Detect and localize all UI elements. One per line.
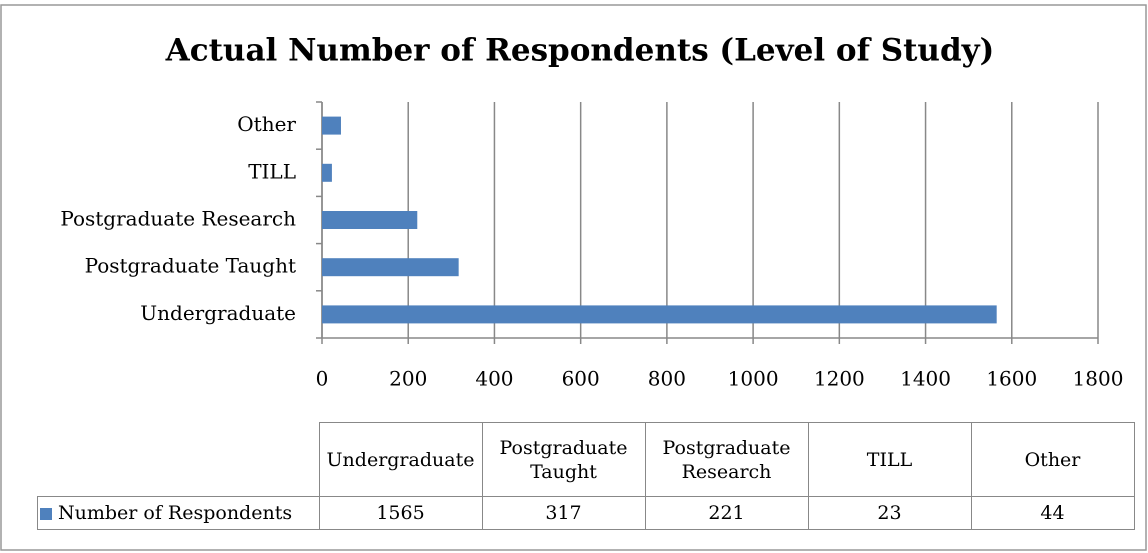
y-tick-label: TILL [248, 159, 296, 183]
legend-cell: Number of Respondents [37, 496, 320, 530]
x-tick-label: 1600 [986, 367, 1037, 391]
table-header-cell: Undergraduate [318, 422, 483, 497]
y-tick-label: Undergraduate [140, 301, 296, 325]
table-header-cell: Postgraduate Research [644, 422, 809, 497]
x-tick-label: 200 [389, 367, 427, 391]
table-value-cell: 1565 [318, 496, 483, 530]
table-value-cell: 221 [644, 496, 809, 530]
x-tick-label: 800 [648, 367, 686, 391]
x-tick-label: 600 [562, 367, 600, 391]
table-value-cell: 317 [481, 496, 646, 530]
table-header-cell: Other [970, 422, 1135, 497]
chart-border [0, 4, 1147, 551]
bar [322, 116, 341, 135]
x-tick-label: 1800 [1073, 367, 1124, 391]
y-tick-label: Postgraduate Taught [85, 254, 296, 278]
table-header-cell: Postgraduate Taught [481, 422, 646, 497]
data-table: Undergraduate Postgraduate Taught Postgrad… [37, 422, 1135, 530]
table-corner [38, 423, 320, 497]
legend-swatch [40, 508, 52, 520]
bar [322, 305, 997, 324]
legend-label: Number of Respondents [58, 502, 293, 524]
bar [322, 258, 459, 277]
table-value-cell: 23 [807, 496, 972, 530]
x-tick-label: 1200 [814, 367, 865, 391]
table-header-row: Undergraduate Postgraduate Taught Postgrad… [38, 422, 1135, 497]
x-tick-label: 400 [475, 367, 513, 391]
table-data-row: Number of Respondents 1565 317 221 23 44 [37, 496, 1135, 530]
x-tick-label: 1000 [728, 367, 779, 391]
x-tick-label: 0 [316, 367, 329, 391]
table-header-cell: TILL [807, 422, 972, 497]
bar [322, 163, 332, 182]
chart-title: Actual Number of Respondents (Level of S… [165, 33, 995, 69]
y-tick-label: Postgraduate Research [60, 207, 296, 231]
bar [322, 211, 418, 229]
y-tick-label: Other [237, 112, 296, 136]
table-value-cell: 44 [970, 496, 1135, 530]
x-tick-label: 1400 [900, 367, 951, 391]
